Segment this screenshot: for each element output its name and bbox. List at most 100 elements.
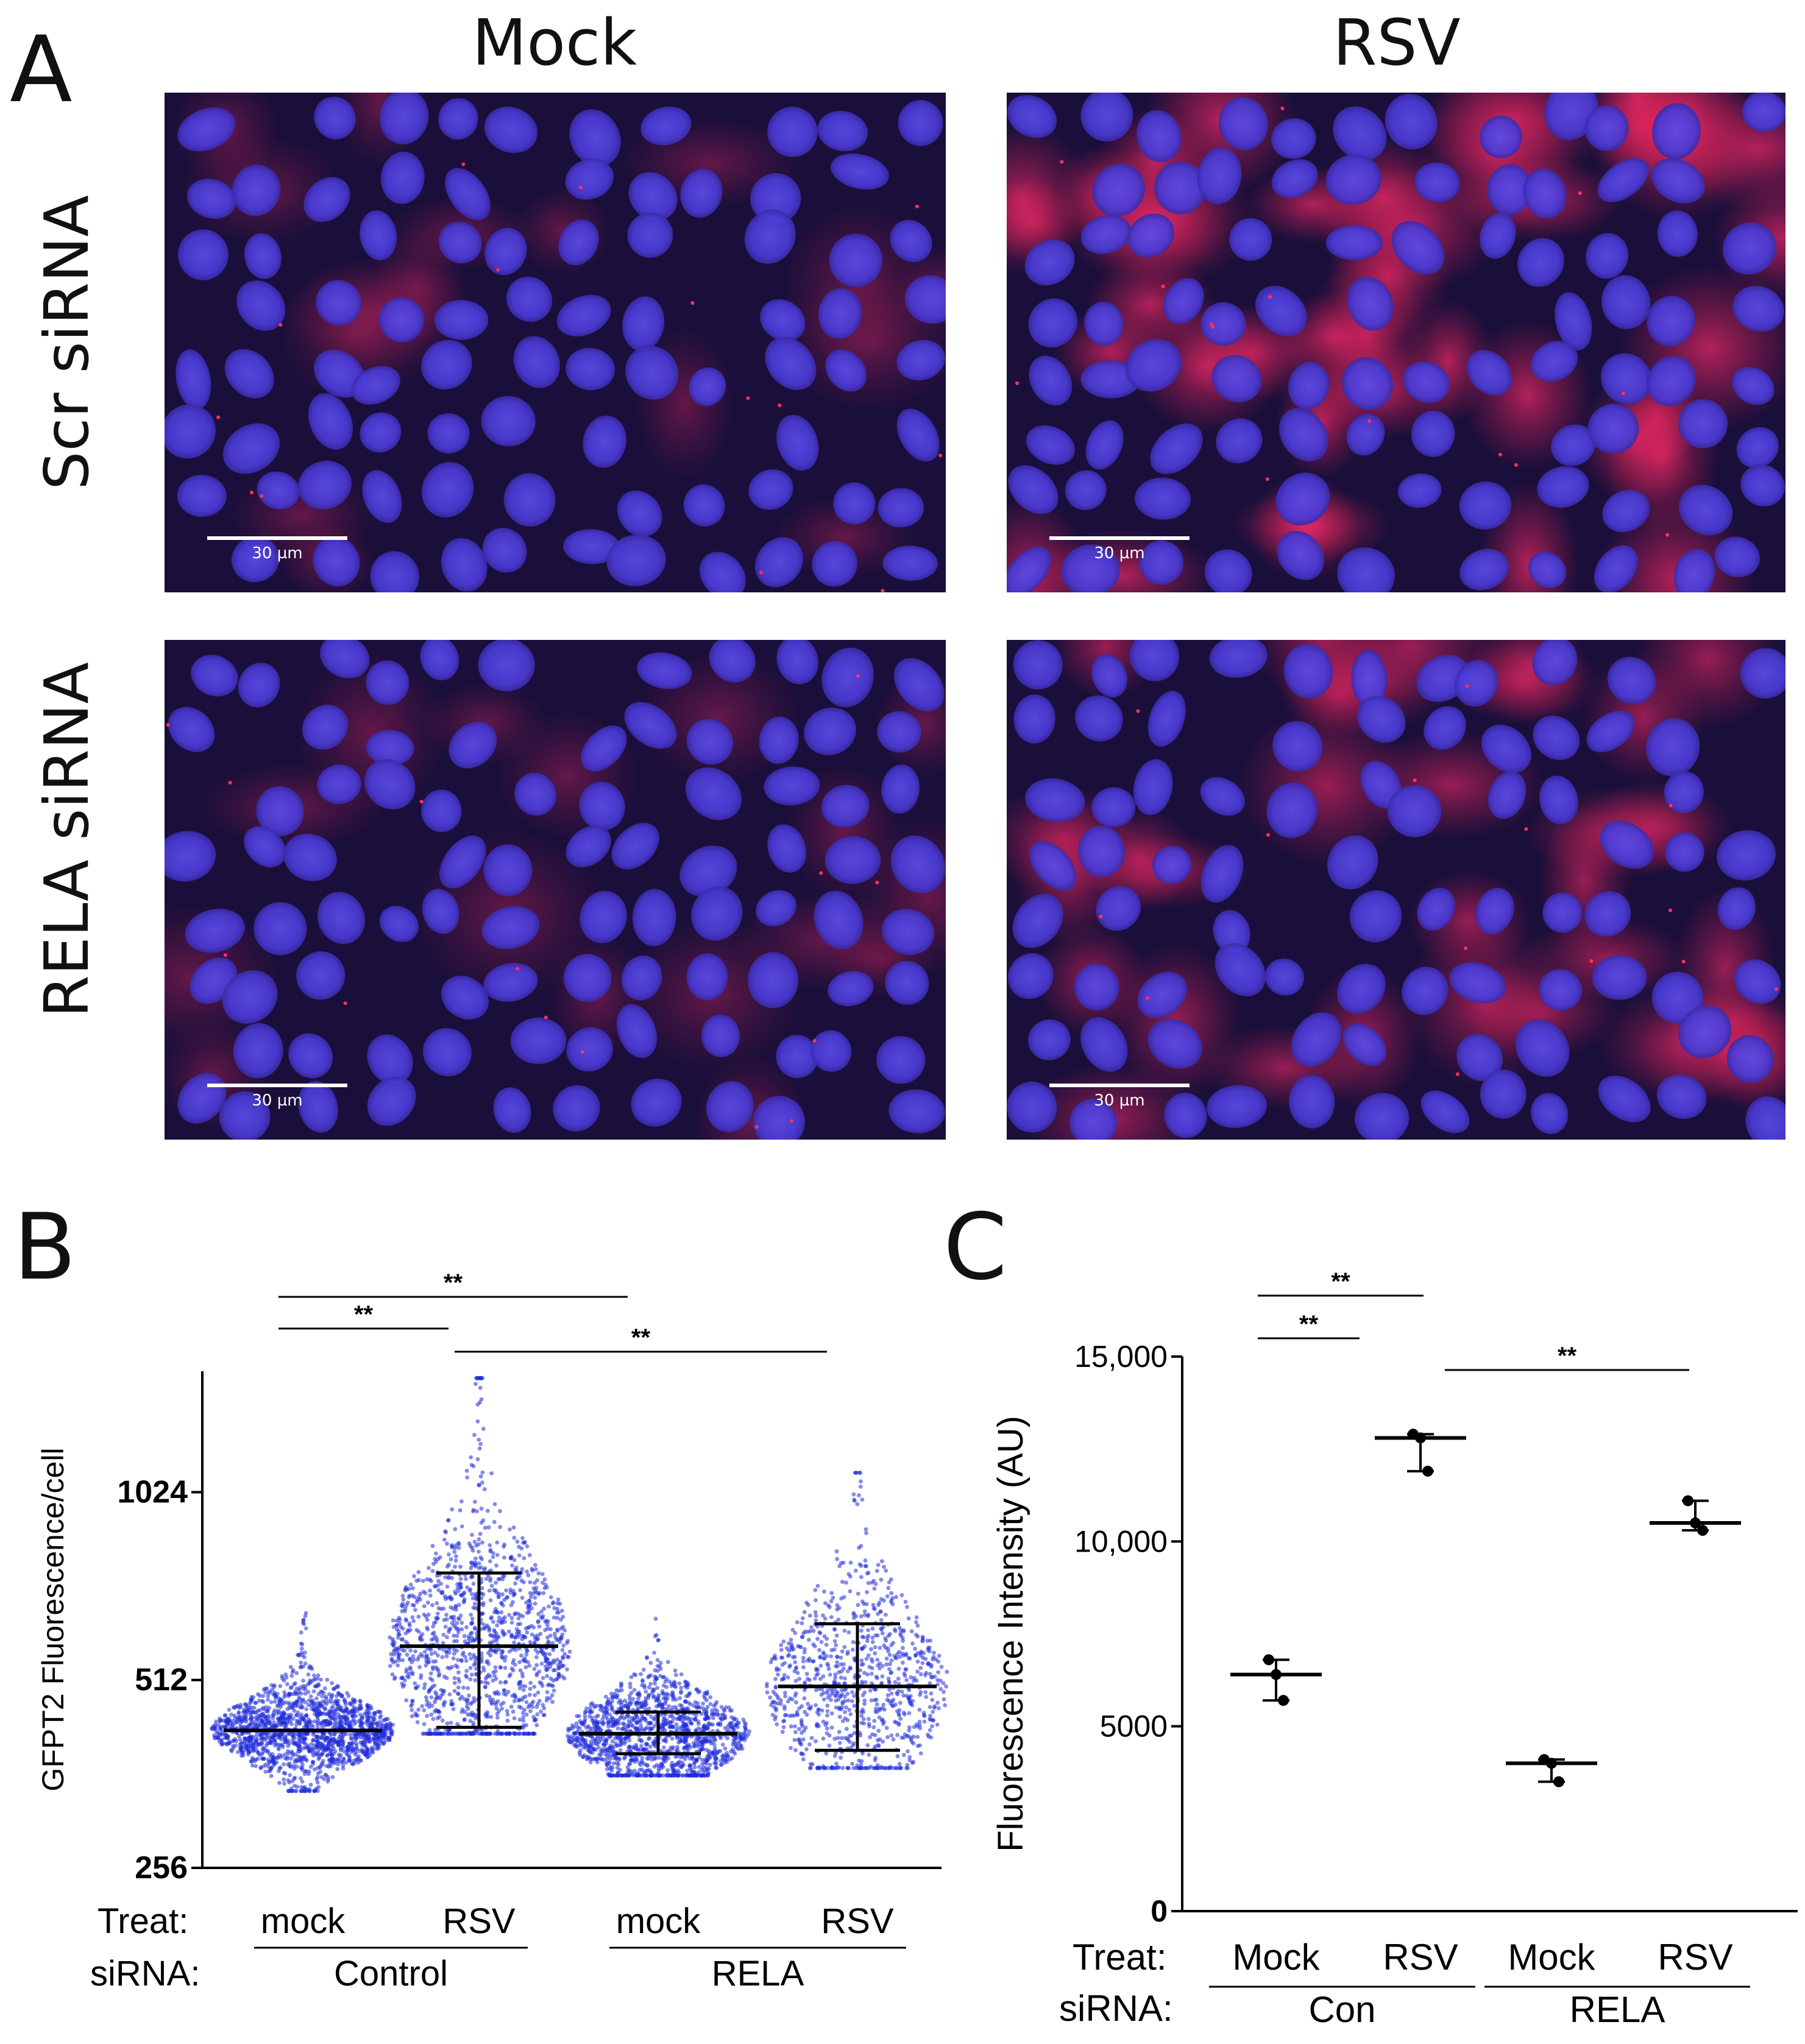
nucleus xyxy=(224,349,274,399)
data-point xyxy=(463,1709,467,1714)
nucleus xyxy=(484,107,538,154)
data-point xyxy=(676,1773,681,1778)
red-speck xyxy=(496,268,500,272)
data-point xyxy=(605,1708,610,1712)
nucleus xyxy=(1069,1099,1118,1140)
data-point xyxy=(425,1617,430,1622)
data-point xyxy=(623,1698,627,1703)
data-point xyxy=(299,1660,303,1665)
nucleus xyxy=(1555,292,1592,350)
red-speck xyxy=(579,185,583,190)
data-point xyxy=(634,1702,639,1707)
data-point xyxy=(559,1626,564,1631)
data-point xyxy=(332,1686,336,1691)
data-point xyxy=(663,1680,668,1684)
data-point xyxy=(347,1710,351,1714)
data-point xyxy=(477,1537,481,1542)
data-point xyxy=(469,1613,473,1617)
red-speck xyxy=(759,570,763,575)
data-point xyxy=(610,1699,614,1704)
data-point xyxy=(526,1573,531,1578)
data-point xyxy=(272,1691,277,1695)
data-point xyxy=(275,1708,280,1713)
data-point xyxy=(581,1755,586,1759)
nucleus xyxy=(283,833,337,881)
data-point xyxy=(659,1702,664,1707)
data-point xyxy=(339,1708,344,1713)
nucleus xyxy=(1007,94,1057,138)
data-point xyxy=(533,1595,537,1600)
nucleus xyxy=(366,660,410,705)
col-title-rsv: RSV xyxy=(1333,5,1461,80)
data-point xyxy=(665,1696,670,1701)
data-point xyxy=(413,1681,417,1686)
data-point xyxy=(665,1659,670,1664)
nucleus xyxy=(1216,418,1263,464)
data-point xyxy=(335,1716,339,1720)
data-point xyxy=(584,1706,589,1711)
nucleus xyxy=(1152,845,1192,884)
data-point xyxy=(455,1639,459,1644)
data-point xyxy=(411,1654,416,1659)
data-point xyxy=(545,1627,550,1631)
data-point xyxy=(440,1591,444,1595)
data-point xyxy=(397,1658,402,1663)
data-point xyxy=(346,1748,350,1753)
data-point xyxy=(261,1706,265,1710)
nucleus xyxy=(1740,464,1785,506)
data-point xyxy=(547,1652,552,1656)
data-point xyxy=(580,1720,584,1725)
data-point xyxy=(639,1723,644,1728)
nucleus xyxy=(1129,640,1180,681)
data-point xyxy=(506,1629,511,1634)
data-point xyxy=(793,1631,798,1635)
data-point xyxy=(299,1646,304,1651)
data-point xyxy=(574,1721,579,1726)
nucleus xyxy=(233,1023,283,1079)
data-point xyxy=(718,1716,723,1720)
data-point xyxy=(431,1717,436,1722)
data-point xyxy=(479,1506,484,1511)
data-point xyxy=(348,1702,352,1706)
data-point xyxy=(289,1749,294,1754)
red-speck xyxy=(690,301,695,305)
data-point xyxy=(414,1578,419,1583)
data-point xyxy=(843,1709,847,1714)
data-point xyxy=(424,1695,428,1700)
data-point xyxy=(440,1655,445,1659)
red-speck xyxy=(1775,987,1779,992)
data-point xyxy=(224,1719,229,1723)
data-point xyxy=(433,1700,437,1705)
data-point xyxy=(249,1722,253,1726)
nucleus xyxy=(1722,222,1777,275)
data-point xyxy=(432,1683,437,1688)
data-point xyxy=(325,1712,330,1716)
data-point xyxy=(489,1715,494,1719)
data-point xyxy=(450,1507,455,1512)
nucleus xyxy=(439,836,486,889)
data-point xyxy=(536,1571,541,1576)
data-point xyxy=(473,1627,478,1631)
nucleus xyxy=(1028,298,1078,348)
nucleus xyxy=(1657,210,1698,257)
data-point xyxy=(539,1681,544,1686)
data-point xyxy=(546,1683,550,1687)
nucleus xyxy=(556,294,611,337)
data-point xyxy=(299,1776,303,1781)
data-point xyxy=(339,1705,344,1710)
data-point xyxy=(332,1758,336,1763)
data-point xyxy=(509,1616,514,1620)
data-point xyxy=(475,1731,480,1736)
data-point xyxy=(524,1723,528,1728)
data-point xyxy=(301,1678,305,1683)
data-point xyxy=(679,1686,683,1690)
data-point xyxy=(498,1680,503,1684)
data-point xyxy=(292,1741,296,1746)
data-point xyxy=(452,1689,457,1694)
data-point xyxy=(369,1723,373,1728)
nucleus xyxy=(686,953,728,1001)
data-point xyxy=(909,1629,914,1634)
nucleus xyxy=(896,339,946,381)
data-point xyxy=(285,1755,290,1759)
data-point xyxy=(272,1737,277,1742)
